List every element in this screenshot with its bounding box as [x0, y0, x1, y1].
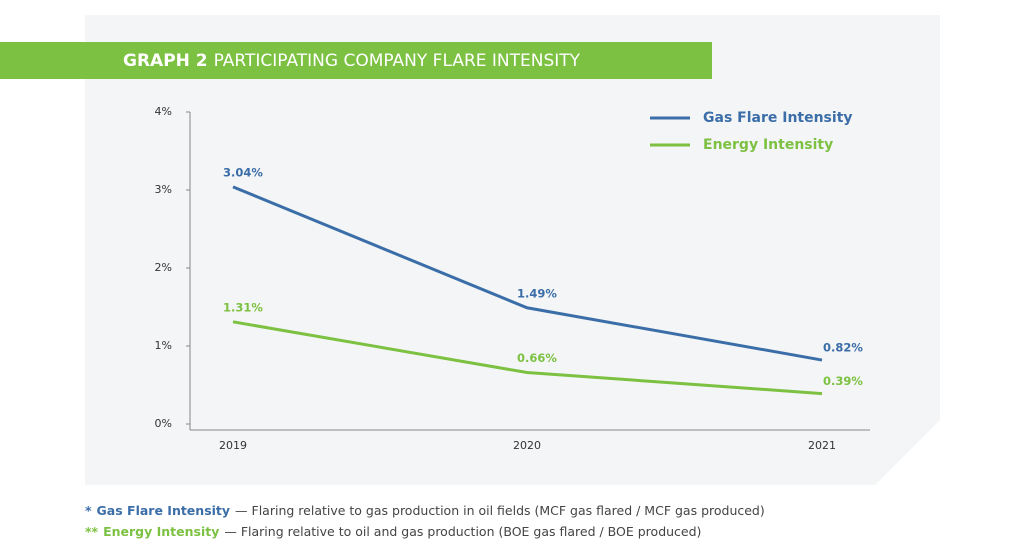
footnote-marker: * — [85, 503, 92, 518]
x-tick-label: 2019 — [219, 439, 247, 452]
y-tick-label: 0% — [155, 417, 172, 430]
x-tick-label: 2021 — [808, 439, 836, 452]
title-text: PARTICIPATING COMPANY FLARE INTENSITY — [214, 51, 581, 71]
title-banner — [0, 42, 712, 79]
legend-label: Gas Flare Intensity — [703, 110, 853, 126]
y-tick-label: 1% — [155, 339, 172, 352]
value-label: 1.49% — [517, 286, 557, 300]
x-tick-label: 2020 — [513, 439, 541, 452]
legend-label: Energy Intensity — [703, 137, 833, 153]
y-tick-label: 2% — [155, 261, 172, 274]
chart-title: GRAPH 2 PARTICIPATING COMPANY FLARE INTEN… — [123, 51, 581, 71]
value-label: 0.82% — [823, 341, 863, 355]
footnote: * Gas Flare Intensity — Flaring relative t… — [85, 503, 765, 518]
footnote-text: — Flaring relative to oil and gas produc… — [224, 524, 701, 539]
value-label: 1.31% — [223, 300, 263, 314]
value-label: 3.04% — [223, 165, 263, 179]
footnotes: * Gas Flare Intensity — Flaring relative t… — [85, 503, 765, 539]
title-number: GRAPH 2 — [123, 51, 208, 71]
footnote-text: — Flaring relative to gas production in … — [235, 503, 765, 518]
value-label: 0.66% — [517, 351, 557, 365]
footnote-term: Energy Intensity — [103, 524, 219, 539]
y-tick-label: 4% — [155, 105, 172, 118]
series-line — [232, 185, 823, 362]
series-line — [232, 320, 823, 396]
value-label: 0.39% — [823, 374, 863, 388]
footnote-term: Gas Flare Intensity — [97, 503, 231, 518]
y-tick-label: 3% — [155, 183, 172, 196]
panel — [85, 15, 940, 485]
footnote: ** Energy Intensity — Flaring relative to … — [85, 524, 701, 539]
footnote-marker: ** — [85, 524, 99, 539]
